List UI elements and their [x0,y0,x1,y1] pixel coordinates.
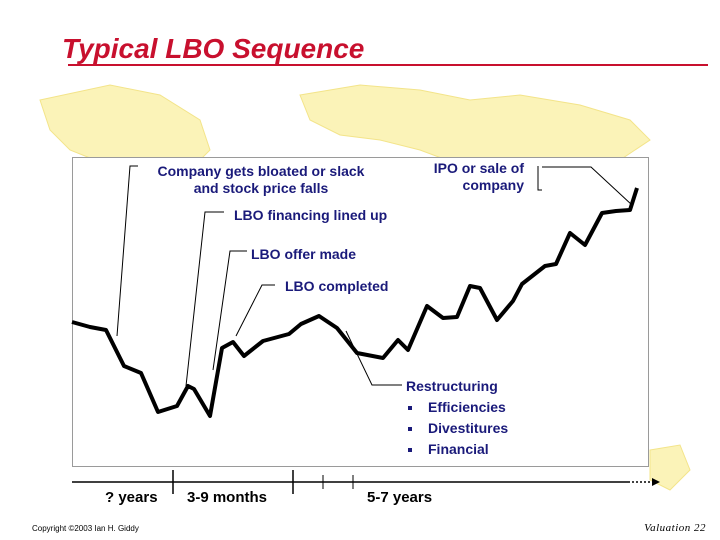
restructuring-heading: Restructuring [406,378,498,394]
restructuring-item: Divestitures [406,418,508,439]
copyright-footer: Copyright ©2003 Ian H. Giddy [32,524,139,533]
timeline-label-months: 3-9 months [187,489,268,506]
annotation-bloated: Company gets bloated or slack and stock … [148,163,374,197]
connector-ipo [537,166,542,191]
slide-title: Typical LBO Sequence [62,33,365,64]
connector-bloated [116,165,138,337]
restructuring-item: Financial [406,439,508,460]
restructuring-item-label: Financial [428,441,489,457]
restructuring-item-label: Efficiencies [428,399,506,415]
bullet-icon [408,405,412,410]
annotation-ipo: IPO or sale of company [420,160,524,194]
bullet-icon [408,447,412,452]
connector-restructuring [345,330,402,386]
restructuring-list: Restructuring Efficiencies Divestitures … [406,376,508,460]
slide-number-footer: Valuation 22 [644,522,706,534]
connector-completed [235,284,275,337]
timeline-label-years: ? years [105,489,158,506]
callout-connectors [116,165,633,387]
connector-financing [185,211,224,387]
annotation-ipo-line1: IPO or sale of [433,160,524,176]
timeline-label-5-7-years: 5-7 years [367,489,433,506]
annotation-ipo-line2: company [462,177,524,193]
annotation-offer: LBO offer made [251,246,357,262]
restructuring-item-label: Divestitures [428,420,509,436]
bullet-icon [408,426,412,431]
annotation-bloated-line2: and stock price falls [193,180,329,196]
stock-price-path [71,187,639,418]
timeline-axis [72,470,660,494]
restructuring-item: Efficiencies [406,397,508,418]
title-rule [68,64,708,66]
annotation-financing: LBO financing lined up [234,207,388,223]
connector-ipo-right [542,166,633,206]
connector-offer [212,250,247,371]
chart-frame [72,157,649,467]
annotation-bloated-line1: Company gets bloated or slack [157,163,365,179]
annotation-completed: LBO completed [285,278,389,294]
